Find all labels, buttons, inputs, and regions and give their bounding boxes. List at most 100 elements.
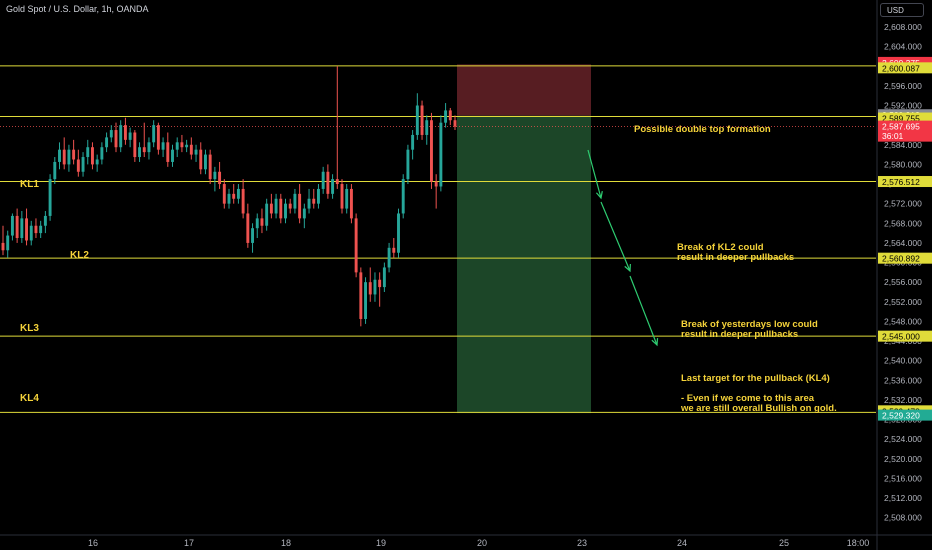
x-tick-label: 20 bbox=[477, 538, 487, 548]
target-price-badge-bg bbox=[878, 409, 932, 421]
candle-body bbox=[109, 130, 113, 138]
candle-body bbox=[345, 188, 349, 209]
y-tick-label: 2,516.000 bbox=[884, 473, 922, 483]
take-profit-zone bbox=[457, 115, 591, 414]
current-price-badge-bg bbox=[878, 120, 932, 142]
x-tick-label: 19 bbox=[376, 538, 386, 548]
y-tick-label: 2,608.000 bbox=[884, 22, 922, 32]
annotation-3-line-1: Break of yesterdays low could bbox=[681, 319, 818, 330]
candle-body bbox=[354, 218, 358, 273]
candle-body bbox=[368, 282, 372, 295]
candle-body bbox=[448, 110, 452, 121]
candle-body bbox=[156, 125, 160, 150]
top-level-badge: 2,600.087 bbox=[882, 63, 920, 73]
candle-body bbox=[251, 228, 255, 243]
candle-body bbox=[373, 279, 377, 295]
candle-body bbox=[6, 235, 10, 251]
target-price-badge: 2,529.320 bbox=[882, 411, 920, 421]
candle-body bbox=[25, 218, 29, 241]
candle-body bbox=[274, 198, 278, 214]
y-tick-label: 2,556.000 bbox=[884, 277, 922, 287]
level-badge-kl3-bg bbox=[878, 330, 932, 342]
candle-body bbox=[434, 181, 438, 187]
annotation-3-line-2: result in deeper pullbacks bbox=[681, 329, 798, 340]
candle-body bbox=[128, 132, 132, 140]
y-tick-label: 2,604.000 bbox=[884, 42, 922, 52]
candle-body bbox=[76, 159, 80, 172]
y-tick-label: 2,548.000 bbox=[884, 316, 922, 326]
stop-loss-zone bbox=[457, 64, 591, 116]
candle-body bbox=[67, 149, 71, 165]
candle-body bbox=[105, 137, 109, 148]
level-badge-kl3: 2,545.000 bbox=[882, 332, 920, 342]
y-tick-label: 2,540.000 bbox=[884, 356, 922, 366]
price-axis-panel bbox=[877, 0, 932, 550]
level-label-kl1: KL1 bbox=[20, 179, 39, 190]
candle-body bbox=[340, 184, 344, 209]
y-tick-label: 2,524.000 bbox=[884, 434, 922, 444]
candle-body bbox=[171, 149, 174, 162]
candle-body bbox=[20, 218, 24, 239]
candle-body bbox=[72, 149, 76, 160]
x-tick-label: 16 bbox=[88, 538, 98, 548]
candle-body bbox=[161, 142, 165, 150]
level-badge-kl1: 2,576.512 bbox=[882, 177, 920, 187]
candle-body bbox=[194, 149, 198, 155]
candle-body bbox=[185, 144, 189, 148]
candle-body bbox=[218, 171, 222, 185]
candle-body bbox=[378, 279, 382, 288]
candle-body bbox=[429, 120, 433, 182]
candle-body bbox=[364, 282, 368, 319]
candle-body bbox=[203, 154, 207, 170]
y-tick-label: 2,592.000 bbox=[884, 101, 922, 111]
annotation-4-line-4: we are still overall Bullish on gold. bbox=[680, 403, 837, 414]
y-tick-label: 2,536.000 bbox=[884, 375, 922, 385]
candle-body bbox=[382, 267, 386, 288]
candle-body bbox=[10, 215, 14, 236]
candle-body bbox=[326, 171, 330, 194]
projection-arrow-3 bbox=[629, 275, 658, 346]
candle-body bbox=[293, 193, 297, 209]
y-tick-label: 2,520.000 bbox=[884, 454, 922, 464]
current-price-badge: 2,587.695 bbox=[882, 122, 920, 132]
level-badge-kl1-bg bbox=[878, 176, 932, 188]
annotation-4-line-1: Last target for the pullback (KL4) bbox=[681, 373, 830, 384]
y-tick-label: 2,584.000 bbox=[884, 140, 922, 150]
candle-body bbox=[439, 122, 443, 187]
x-tick-label: 18 bbox=[281, 538, 291, 548]
candle-body bbox=[222, 184, 226, 204]
candle-body bbox=[90, 147, 94, 165]
candle-body bbox=[425, 120, 429, 135]
candle-body bbox=[331, 179, 335, 194]
x-tick-label: 23 bbox=[577, 538, 587, 548]
candle-body bbox=[175, 142, 179, 150]
candle-body bbox=[415, 105, 419, 135]
candle-body bbox=[39, 225, 43, 234]
candle-body bbox=[86, 147, 90, 158]
candle-body bbox=[34, 225, 38, 234]
annotation-1-line-1: Possible double top formation bbox=[634, 124, 771, 135]
y-tick-label: 2,580.000 bbox=[884, 159, 922, 169]
candle-body bbox=[208, 154, 212, 180]
y-tick-label: 2,552.000 bbox=[884, 297, 922, 307]
level-label-kl4: KL4 bbox=[20, 393, 39, 404]
candle-body bbox=[232, 193, 236, 199]
candle-body bbox=[453, 120, 457, 127]
candle-body bbox=[29, 225, 33, 241]
candle-body bbox=[15, 215, 19, 239]
countdown-badge: 36:01 bbox=[882, 131, 904, 141]
projection-arrow-1 bbox=[587, 149, 602, 199]
candle-body bbox=[180, 142, 184, 148]
candle-body bbox=[43, 215, 47, 226]
currency-button[interactable]: USD bbox=[880, 3, 924, 17]
entry-level-badge-bg bbox=[878, 112, 932, 124]
y-tick-label: 2,572.000 bbox=[884, 199, 922, 209]
candle-body bbox=[119, 125, 123, 148]
level-badge-kl2-bg bbox=[878, 252, 932, 264]
x-tick-label: 24 bbox=[677, 538, 687, 548]
annotation-4-line-3: - Even if we come to this area bbox=[681, 393, 815, 404]
y-tick-label: 2,596.000 bbox=[884, 81, 922, 91]
annotation-2-line-2: result in deeper pullbacks bbox=[677, 252, 794, 263]
candle-body bbox=[227, 193, 231, 204]
